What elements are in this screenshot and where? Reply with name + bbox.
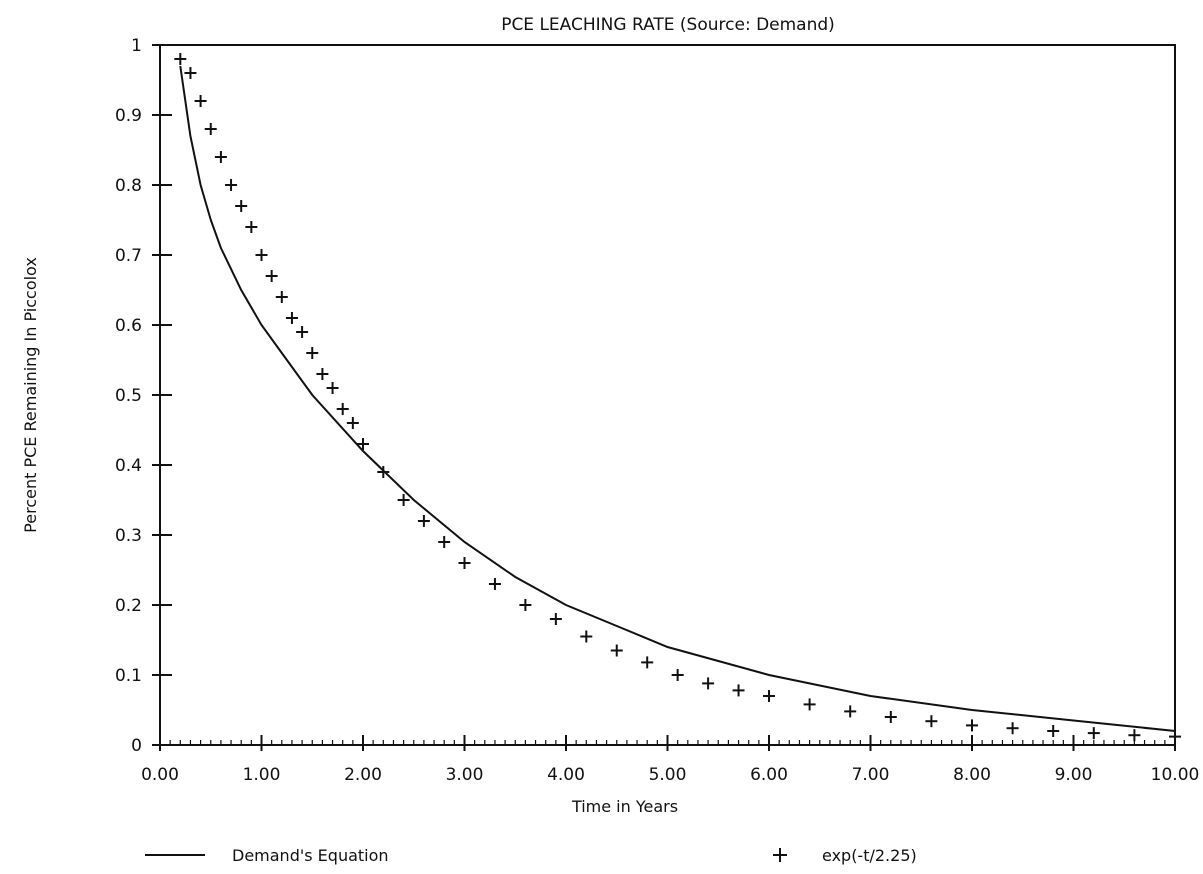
plus-marker <box>306 347 319 359</box>
x-tick-label: 9.00 <box>1055 765 1093 785</box>
plus-marker <box>580 630 593 643</box>
plus-marker <box>610 644 623 657</box>
plus-marker <box>966 719 978 732</box>
legend-line-label: Demand's Equation <box>232 846 389 865</box>
chart-title: PCE LEACHING RATE (Source: Demand) <box>501 15 835 35</box>
y-tick-label: 0.9 <box>115 106 142 126</box>
plus-marker <box>357 438 369 450</box>
plus-marker <box>702 677 715 690</box>
x-tick-label: 4.00 <box>547 765 585 785</box>
plus-marker <box>732 684 745 697</box>
plus-marker <box>336 403 349 415</box>
plus-marker <box>255 249 268 261</box>
plus-marker <box>763 690 775 702</box>
legend-plus-label: exp(-t/2.25) <box>822 846 917 865</box>
plus-marker <box>1047 725 1060 737</box>
plus-marker <box>1128 729 1141 742</box>
x-tick-label: 0.00 <box>141 765 179 785</box>
y-tick-label: 0.5 <box>115 386 142 406</box>
plus-marker <box>275 291 288 303</box>
plus-marker <box>377 466 390 478</box>
y-tick-label: 0.7 <box>115 246 142 266</box>
plus-marker <box>438 536 451 548</box>
plus-marker <box>1006 722 1019 735</box>
x-tick-label: 8.00 <box>953 765 991 785</box>
plus-marker <box>265 270 278 282</box>
y-axis-ticks: 0 0.1 0.2 0.3 0.4 0.5 0.6 0.7 0.8 0.9 1 <box>115 36 172 756</box>
plus-marker <box>397 494 410 506</box>
y-axis-title: Percent PCE Remaining In Piccolox <box>21 257 40 533</box>
plus-marker <box>316 368 329 380</box>
y-tick-label: 0.2 <box>115 596 142 616</box>
plus-marker <box>641 656 654 669</box>
x-axis-minor-ticks <box>169 740 1176 745</box>
y-tick-label: 0.3 <box>115 526 142 546</box>
plus-marker <box>803 698 816 711</box>
plus-marker <box>346 417 359 429</box>
plus-marker <box>549 613 562 625</box>
plus-marker <box>194 95 207 107</box>
x-tick-label: 1.00 <box>243 765 281 785</box>
plus-marker <box>235 200 248 212</box>
y-tick-label: 0.1 <box>115 666 142 686</box>
y-tick-label: 1 <box>131 36 142 56</box>
plus-marker <box>285 312 298 324</box>
x-tick-label: 6.00 <box>750 765 788 785</box>
plus-marker <box>225 179 238 191</box>
plus-marker <box>184 67 197 79</box>
x-axis-title: Time in Years <box>571 797 678 816</box>
x-tick-label: 7.00 <box>852 765 890 785</box>
plus-marker <box>519 599 532 611</box>
legend-plus-swatch <box>773 848 787 862</box>
plus-marker <box>1169 730 1181 743</box>
legend: Demand's Equation exp(-t/2.25) <box>145 846 917 865</box>
plus-marker <box>488 578 501 590</box>
plus-marker <box>204 123 217 135</box>
x-tick-label: 10.00 <box>1151 765 1200 785</box>
y-tick-label: 0.4 <box>115 456 142 476</box>
series-plus-exp-markers <box>174 53 1181 743</box>
plus-marker <box>296 326 309 338</box>
plus-marker <box>417 515 430 527</box>
plus-marker <box>1087 727 1100 740</box>
plus-marker <box>884 711 897 723</box>
x-tick-label: 3.00 <box>446 765 484 785</box>
plus-marker <box>214 151 227 163</box>
plus-marker <box>326 382 339 394</box>
plus-marker <box>671 669 684 681</box>
x-axis-ticks: 0.00 1.00 2.00 3.00 4.00 5.00 6.00 7.00 8.00 9.00… <box>141 735 1199 785</box>
plus-marker <box>458 557 471 569</box>
series-line-demands-equation <box>179 65 1176 732</box>
x-tick-label: 2.00 <box>344 765 382 785</box>
x-tick-label: 5.00 <box>649 765 687 785</box>
plus-marker <box>844 705 857 718</box>
y-tick-label: 0.8 <box>115 176 142 196</box>
plus-marker <box>174 53 187 65</box>
plus-marker <box>925 715 938 728</box>
plus-marker <box>245 221 258 233</box>
y-tick-label: 0.6 <box>115 316 142 336</box>
y-tick-label: 0 <box>131 736 142 756</box>
